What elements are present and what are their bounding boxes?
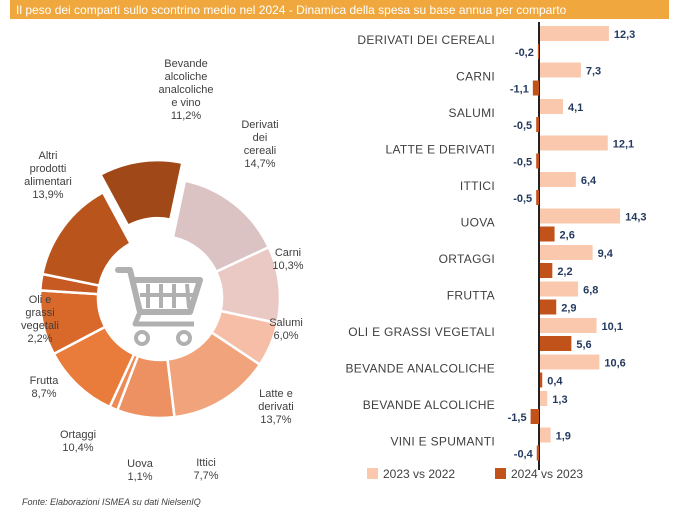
value-label: 1,3 <box>552 394 567 406</box>
chart-title: Il peso dei comparti sullo scontrino med… <box>16 3 567 17</box>
value-label: 7,3 <box>586 66 601 78</box>
bar-2024-vs-2023 <box>540 372 543 388</box>
value-label: 10,6 <box>604 358 625 370</box>
value-label: 12,1 <box>613 139 634 151</box>
legend-label-2024: 2024 vs 2023 <box>511 467 583 481</box>
bar-group-bevande-analcoliche: BEVANDE ANALCOLICHE 10,6 0,4 <box>345 354 626 388</box>
value-label: 2,9 <box>561 303 576 315</box>
bar-group-bevande-alcoliche: BEVANDE ALCOLICHE 1,3 -1,5 <box>363 391 568 424</box>
value-label: -1,1 <box>510 84 529 96</box>
legend-label-2023: 2023 vs 2022 <box>383 467 455 481</box>
category-label: LATTE E DERIVATI <box>386 143 495 157</box>
slice-label-latte-e-derivati: Latte e derivati 13,7% <box>258 387 294 426</box>
bar-group-oli-e-grassi-vegetali: OLI E GRASSI VEGETALI 10,1 5,6 <box>348 318 623 351</box>
category-label: OLI E GRASSI VEGETALI <box>348 325 495 339</box>
slice-label-bevande-alcoliche-analcoliche-e-vino: Bevande alcoliche analcoliche e vino 11,… <box>158 57 214 122</box>
bar-2024-vs-2023 <box>530 409 539 424</box>
value-label: 2,6 <box>560 230 575 242</box>
value-label: 5,6 <box>576 339 591 351</box>
bar-2024-vs-2023 <box>537 44 539 59</box>
bar-2023-vs-2022 <box>540 281 579 297</box>
donut-chart <box>38 158 282 420</box>
bar-2024-vs-2023 <box>536 190 539 205</box>
value-label: 9,4 <box>598 248 614 260</box>
value-label: 1,9 <box>556 431 571 443</box>
category-label: BEVANDE ANALCOLICHE <box>345 362 495 376</box>
bar-2023-vs-2022 <box>540 62 581 78</box>
slice-label-ortaggi: Ortaggi 10,4% <box>59 429 97 454</box>
bar-2023-vs-2022 <box>540 354 600 370</box>
bar-group-salumi: SALUMI 4,1 -0,5 <box>449 99 583 132</box>
bar-2023-vs-2022 <box>540 26 609 41</box>
bar-group-carni: CARNI 7,3 -1,1 <box>456 62 601 96</box>
bar-chart: DERIVATI DEI CEREALI 12,3 -0,2 CARNI 7,3 -1,1… <box>345 22 647 481</box>
category-label: CARNI <box>456 70 495 84</box>
value-label: -0,2 <box>515 47 534 59</box>
header-bar: Il peso dei comparti sullo scontrino med… <box>10 0 669 19</box>
category-label: ITTICI <box>460 179 495 193</box>
category-label: SALUMI <box>449 106 495 120</box>
donut-slice-altri-prodotti-alimentari <box>40 190 133 288</box>
value-label: -0,4 <box>514 449 534 461</box>
bar-group-frutta: FRUTTA 6,8 2,9 <box>447 281 598 315</box>
bar-2024-vs-2023 <box>540 263 553 278</box>
slice-label-frutta: Frutta 8,7% <box>29 375 59 400</box>
legend-swatch-2024 <box>495 468 506 479</box>
bar-2024-vs-2023 <box>540 299 557 315</box>
value-label: 2,2 <box>557 266 572 278</box>
bar-2023-vs-2022 <box>540 172 576 187</box>
bar-2024-vs-2023 <box>532 80 539 96</box>
source-note: Fonte: Elaborazioni ISMEA su dati Nielse… <box>22 497 201 507</box>
category-label: DERIVATI DEI CEREALI <box>357 33 495 47</box>
value-label: 14,3 <box>625 212 646 224</box>
category-label: ORTAGGI <box>439 252 495 266</box>
category-label: FRUTTA <box>447 289 495 303</box>
bar-2023-vs-2022 <box>540 391 548 406</box>
value-label: -0,5 <box>513 193 532 205</box>
value-label: 12,3 <box>614 29 635 41</box>
bar-group-uova: UOVA 14,3 2,6 <box>461 208 647 242</box>
bar-2023-vs-2022 <box>540 427 551 443</box>
bar-2024-vs-2023 <box>540 336 572 351</box>
value-label: -1,5 <box>508 412 527 424</box>
value-label: 10,1 <box>602 321 623 333</box>
bar-group-derivati-dei-cereali: DERIVATI DEI CEREALI 12,3 -0,2 <box>357 26 635 59</box>
value-label: 6,8 <box>583 285 598 297</box>
slice-label-ittici: Ittici 7,7% <box>193 457 219 482</box>
legend-swatch-2023 <box>367 468 378 479</box>
bar-group-ortaggi: ORTAGGI 9,4 2,2 <box>439 245 614 278</box>
bar-2024-vs-2023 <box>536 445 539 461</box>
bar-2024-vs-2023 <box>536 153 539 169</box>
bar-2023-vs-2022 <box>540 318 597 333</box>
value-label: 6,4 <box>581 175 597 187</box>
bar-2023-vs-2022 <box>540 245 593 260</box>
bar-2024-vs-2023 <box>540 226 555 242</box>
slice-label-oli-e-grassi-vegetali: Oli e grassi vegetali 2,2% <box>21 294 59 345</box>
category-label: BEVANDE ALCOLICHE <box>363 398 495 412</box>
slice-label-derivati-dei-cereali: Derivati dei cereali 14,7% <box>241 119 279 170</box>
value-label: 4,1 <box>568 102 583 114</box>
bar-2023-vs-2022 <box>540 99 563 114</box>
category-label: UOVA <box>461 216 495 230</box>
bar-group-ittici: ITTICI 6,4 -0,5 <box>460 172 597 205</box>
value-label: -0,5 <box>513 120 532 132</box>
slice-label-salumi: Salumi 6,0% <box>269 317 303 342</box>
slice-label-carni: Carni 10,3% <box>272 247 304 272</box>
legend: 2023 vs 2022 2024 vs 2023 <box>367 467 583 481</box>
bar-2023-vs-2022 <box>540 208 621 224</box>
bar-2023-vs-2022 <box>540 135 608 151</box>
donut-slice-bevande-alcoliche-analcoliche-e-vino <box>98 158 184 228</box>
bar-group-latte-e-derivati: LATTE E DERIVATI 12,1 -0,5 <box>386 135 634 169</box>
bar-2024-vs-2023 <box>536 117 539 132</box>
category-label: VINI E SPUMANTI <box>390 435 495 449</box>
shopping-cart-icon <box>115 267 203 346</box>
slice-label-altri-prodotti-alimentari: Altri prodotti alimentari 13,9% <box>24 150 72 201</box>
slice-label-uova: Uova 1,1% <box>127 458 153 483</box>
value-label: 0,4 <box>547 376 563 388</box>
bar-group-vini-e-spumanti: VINI E SPUMANTI 1,9 -0,4 <box>390 427 571 461</box>
value-label: -0,5 <box>513 157 532 169</box>
